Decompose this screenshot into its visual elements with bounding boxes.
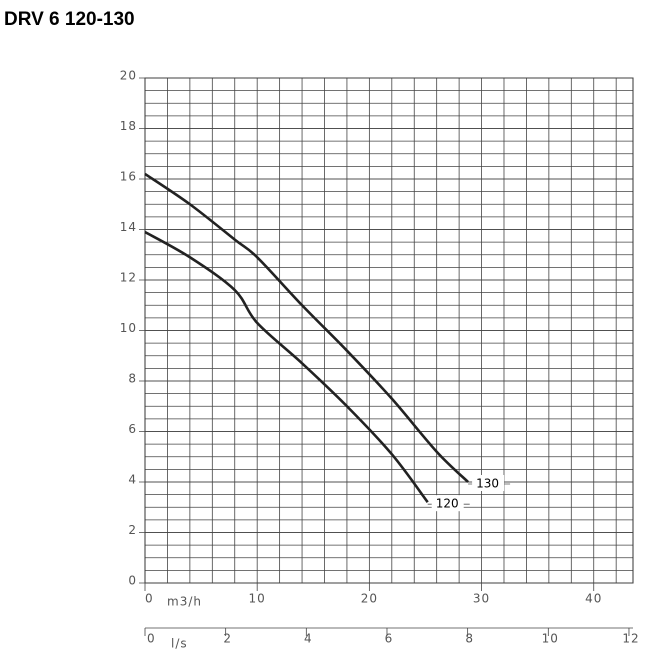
x2-tick-label: 2 (223, 632, 232, 646)
x2-tick-label: 4 (304, 632, 313, 646)
y-tick-label: 12 (120, 271, 137, 285)
x-tick-label: 0 (145, 592, 154, 606)
x-tick-label: 30 (473, 592, 490, 606)
x2-tick-label: 12 (622, 632, 639, 646)
curve-label: 120 (436, 497, 459, 511)
y-tick-label: 10 (120, 321, 137, 335)
curve (144, 172, 469, 483)
y-tick-label: 18 (120, 119, 137, 133)
y-tick-label: 6 (128, 422, 137, 436)
y-tick-label: 2 (128, 523, 137, 537)
curve-label-bg (472, 475, 505, 491)
y-tick-label: 14 (120, 220, 137, 234)
chart-title: DRV 6 120-130 (4, 9, 135, 30)
x-tick-label: 40 (585, 592, 602, 606)
y-tick-label: 8 (128, 372, 137, 386)
y-tick-label: 16 (120, 170, 137, 184)
x2-tick-label: 6 (385, 632, 394, 646)
y-tick-label: 20 (120, 69, 137, 83)
curve-label: 130 (476, 477, 499, 491)
y-tick-label: 0 (128, 574, 137, 588)
curve (144, 230, 429, 503)
x2-tick-label: 0 (147, 632, 156, 646)
x-tick-label: 20 (361, 592, 378, 606)
x2-tick-label: 10 (542, 632, 559, 646)
x-tick-label: 10 (249, 592, 266, 606)
x2-tick-label: 8 (465, 632, 474, 646)
x-axis-label: m3/h (167, 595, 202, 609)
x2-axis-label: l/s (171, 637, 188, 651)
y-tick-label: 4 (128, 473, 137, 487)
curve-label-bg (431, 495, 464, 512)
